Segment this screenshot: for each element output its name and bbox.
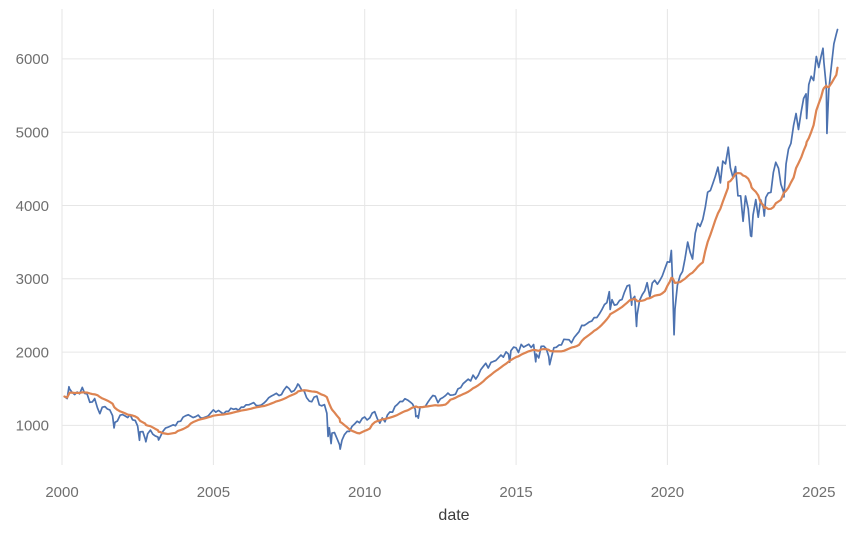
x-tick-label: 2025 [802, 484, 835, 501]
x-tick-label: 2015 [499, 484, 532, 501]
grid-lines [61, 9, 846, 465]
y-axis-tick-labels: 1000 2000 3000 4000 5000 6000 [16, 51, 49, 435]
x-tick-label: 2000 [45, 484, 78, 501]
y-tick-label: 3000 [16, 271, 49, 288]
y-tick-label: 6000 [16, 51, 49, 68]
series-lines [63, 28, 839, 450]
y-tick-label: 1000 [16, 418, 49, 435]
series-line-1 [63, 66, 839, 436]
x-axis-title: date [438, 507, 469, 524]
x-tick-label: 2020 [651, 484, 684, 501]
y-tick-label: 4000 [16, 198, 49, 215]
x-tick-label: 2005 [197, 484, 230, 501]
y-tick-label: 5000 [16, 125, 49, 142]
x-axis-tick-labels: 2000 2005 2010 2015 2020 2025 [45, 484, 835, 501]
y-tick-label: 2000 [16, 344, 49, 361]
x-tick-label: 2010 [348, 484, 381, 501]
series-line-0 [63, 28, 839, 450]
